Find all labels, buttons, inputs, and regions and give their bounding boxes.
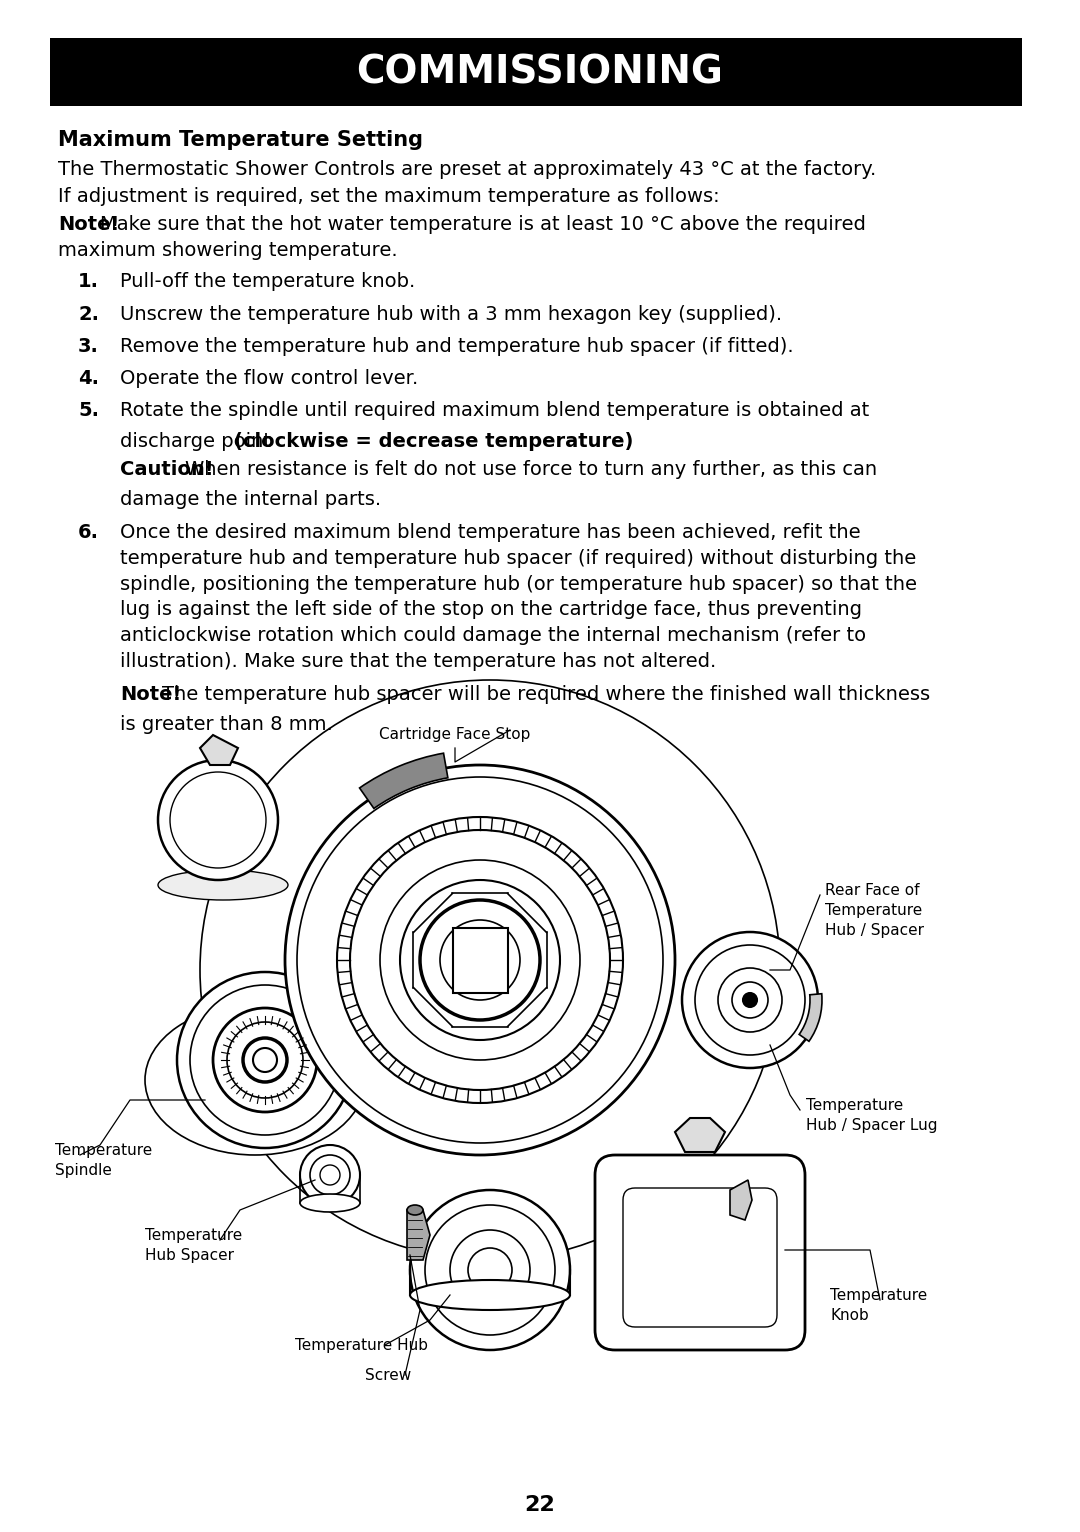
Text: 1.: 1.: [78, 273, 99, 291]
Circle shape: [200, 680, 780, 1259]
Circle shape: [681, 931, 818, 1068]
Text: 4.: 4.: [78, 369, 99, 388]
Text: Temperature Hub: Temperature Hub: [295, 1337, 428, 1353]
Text: Make sure that the hot water temperature is at least 10 °C above the required: Make sure that the hot water temperature…: [100, 214, 866, 234]
Text: (clockwise = decrease temperature): (clockwise = decrease temperature): [234, 432, 633, 450]
Bar: [453, 927, 508, 993]
Text: 5.: 5.: [78, 401, 99, 420]
Text: maximum showering temperature.: maximum showering temperature.: [58, 241, 397, 260]
Circle shape: [410, 1190, 570, 1350]
Text: The Thermostatic Shower Controls are preset at approximately 43 °C at the factor: The Thermostatic Shower Controls are pre…: [58, 159, 876, 205]
Wedge shape: [360, 754, 448, 809]
Ellipse shape: [145, 1005, 365, 1155]
Text: Unscrew the temperature hub with a 3 mm hexagon key (supplied).: Unscrew the temperature hub with a 3 mm …: [120, 305, 782, 323]
Text: 3.: 3.: [78, 337, 99, 355]
Polygon shape: [200, 735, 238, 764]
Text: Temperature
Hub Spacer: Temperature Hub Spacer: [145, 1229, 242, 1262]
Text: The temperature hub spacer will be required where the finished wall thickness: The temperature hub spacer will be requi…: [162, 685, 930, 705]
FancyBboxPatch shape: [595, 1155, 805, 1350]
Text: is greater than 8 mm.: is greater than 8 mm.: [120, 715, 333, 734]
Text: .: .: [518, 432, 524, 450]
Circle shape: [470, 950, 490, 970]
Wedge shape: [799, 994, 822, 1042]
Text: damage the internal parts.: damage the internal parts.: [120, 490, 381, 509]
Text: Caution!: Caution!: [120, 460, 214, 480]
Circle shape: [300, 1144, 360, 1206]
Polygon shape: [730, 1180, 752, 1219]
Text: Temperature
Hub / Spacer Lug: Temperature Hub / Spacer Lug: [806, 1098, 937, 1132]
Text: Operate the flow control lever.: Operate the flow control lever.: [120, 369, 418, 388]
Circle shape: [158, 760, 278, 879]
Text: COMMISSIONING: COMMISSIONING: [356, 54, 724, 90]
Text: 2.: 2.: [78, 305, 99, 323]
Text: 6.: 6.: [78, 522, 99, 542]
Text: Temperature
Knob: Temperature Knob: [831, 1288, 928, 1322]
Text: Remove the temperature hub and temperature hub spacer (if fitted).: Remove the temperature hub and temperatu…: [120, 337, 794, 355]
Text: Screw: Screw: [365, 1368, 411, 1383]
Text: Rear Face of
Temperature
Hub / Spacer: Rear Face of Temperature Hub / Spacer: [825, 882, 924, 938]
Circle shape: [743, 993, 757, 1007]
Text: When resistance is felt do not use force to turn any further, as this can: When resistance is felt do not use force…: [185, 460, 877, 480]
Text: Temperature
Spindle: Temperature Spindle: [55, 1143, 152, 1178]
Ellipse shape: [410, 1281, 570, 1310]
Ellipse shape: [300, 1193, 360, 1212]
Ellipse shape: [407, 1206, 423, 1215]
Text: Pull-off the temperature knob.: Pull-off the temperature knob.: [120, 273, 415, 291]
Text: Once the desired maximum blend temperature has been achieved, refit the
temperat: Once the desired maximum blend temperatu…: [120, 522, 917, 671]
Polygon shape: [675, 1118, 725, 1152]
Text: Note!: Note!: [58, 214, 120, 234]
Circle shape: [285, 764, 675, 1155]
Text: Note!: Note!: [120, 685, 181, 705]
Text: 22: 22: [525, 1495, 555, 1515]
Text: discharge point: discharge point: [120, 432, 278, 450]
Circle shape: [177, 971, 353, 1147]
Circle shape: [350, 830, 610, 1089]
Bar: [50, 38, 1022, 106]
Text: Rotate the spindle until required maximum blend temperature is obtained at: Rotate the spindle until required maximu…: [120, 401, 869, 420]
Ellipse shape: [158, 870, 288, 899]
Polygon shape: [407, 1210, 430, 1259]
Text: Maximum Temperature Setting: Maximum Temperature Setting: [58, 130, 423, 150]
Text: Cartridge Face Stop: Cartridge Face Stop: [379, 728, 530, 741]
